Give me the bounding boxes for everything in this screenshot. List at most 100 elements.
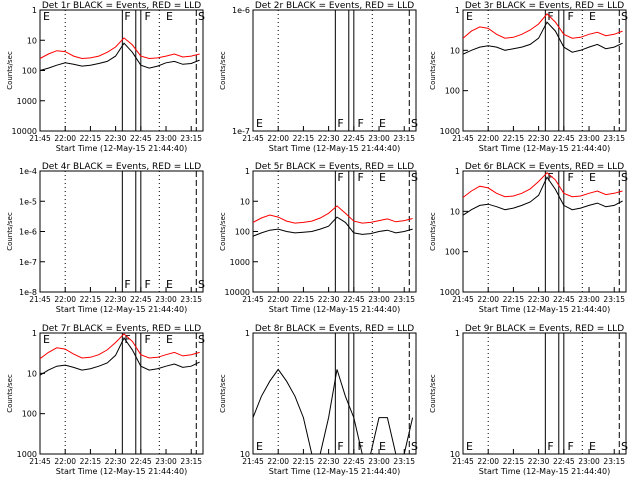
- x-tick-label: 21:45: [242, 457, 264, 466]
- x-tick-label: 22:15: [293, 295, 315, 304]
- y-tick-label: 1000: [440, 288, 460, 297]
- y-tick-label: 10: [450, 46, 460, 55]
- y-axis-label: Counts/sec: [219, 374, 227, 413]
- x-tick-label: 22:30: [105, 457, 127, 466]
- marker-label: F: [337, 117, 343, 130]
- panel-title: Det 2r BLACK = Events, RED = LLD: [255, 1, 414, 11]
- x-axis-label: Start Time (12-May-15 21:44:40): [56, 305, 187, 314]
- y-tick-label: 10: [27, 36, 37, 45]
- marker-label: F: [568, 10, 574, 23]
- x-tick-label: 22:15: [293, 134, 315, 143]
- x-tick-label: 22:30: [528, 457, 550, 466]
- y-tick-label: 1e-6: [232, 6, 250, 15]
- x-axis-label: Start Time (12-May-15 21:44:40): [56, 467, 187, 476]
- x-tick-label: 22:15: [80, 134, 102, 143]
- x-tick-label: 23:00: [155, 134, 177, 143]
- marker-label: E: [589, 440, 596, 453]
- marker-label: S: [621, 10, 628, 23]
- x-tick-label: 22:00: [267, 134, 289, 143]
- marker-label: E: [466, 440, 473, 453]
- x-tick-label: 23:15: [393, 134, 415, 143]
- detector-panel-9: Det 9r BLACK = Events, RED = LLD 1 10 Count…: [429, 324, 628, 476]
- y-tick-label: 100: [235, 228, 250, 237]
- y-tick-label: 1e-8: [19, 288, 37, 297]
- marker-label: S: [198, 278, 205, 291]
- x-tick-label: 23:00: [368, 457, 390, 466]
- events-series-line: [39, 42, 200, 71]
- y-tick-label: 1: [245, 329, 250, 338]
- x-tick-label: 22:30: [528, 295, 550, 304]
- y-axis-label: Counts/sec: [6, 374, 14, 413]
- x-tick-label: 22:45: [130, 457, 152, 466]
- y-tick-label: 1e-6: [19, 228, 37, 237]
- x-tick-label: 23:15: [393, 457, 415, 466]
- y-tick-label: 1: [32, 329, 37, 338]
- x-axis-label: Start Time (12-May-15 21:44:40): [269, 144, 400, 153]
- x-tick-label: 22:30: [105, 134, 127, 143]
- x-tick-label: 22:15: [80, 457, 102, 466]
- x-tick-label: 23:15: [180, 134, 202, 143]
- detector-panel-4: Det 4r BLACK = Events, RED = LLD 1e-4 1e-5…: [6, 162, 205, 314]
- plot-frame: [39, 9, 204, 132]
- lld-series-line: [39, 37, 200, 60]
- marker-label: E: [256, 440, 263, 453]
- x-tick-label: 22:00: [477, 134, 499, 143]
- plot-frame: [252, 9, 417, 132]
- y-tick-label: 100: [22, 67, 37, 76]
- y-tick-label: 10: [450, 450, 460, 459]
- x-tick-label: 22:15: [293, 457, 315, 466]
- x-tick-label: 22:45: [553, 457, 575, 466]
- y-axis-label: Counts/sec: [429, 51, 437, 90]
- x-tick-label: 23:00: [368, 134, 390, 143]
- x-tick-label: 21:45: [29, 295, 51, 304]
- y-axis-label: Counts/sec: [429, 374, 437, 413]
- x-tick-label: 23:15: [393, 295, 415, 304]
- marker-label: E: [43, 333, 50, 346]
- x-axis-label: Start Time (12-May-15 21:44:40): [56, 144, 187, 153]
- x-tick-label: 22:00: [267, 457, 289, 466]
- lld-series-line: [462, 172, 623, 198]
- x-tick-label: 21:45: [452, 457, 474, 466]
- y-tick-label: 1: [455, 6, 460, 15]
- y-tick-label: 10000: [12, 127, 37, 136]
- x-tick-label: 23:15: [603, 134, 625, 143]
- x-tick-label: 21:45: [242, 295, 264, 304]
- x-tick-label: 23:00: [578, 295, 600, 304]
- plot-frame: [462, 170, 627, 293]
- y-tick-label: 1: [245, 167, 250, 176]
- marker-label: F: [547, 440, 553, 453]
- marker-label: F: [358, 117, 364, 130]
- y-tick-label: 10: [450, 207, 460, 216]
- x-tick-label: 22:00: [477, 295, 499, 304]
- x-tick-label: 23:15: [603, 457, 625, 466]
- detector-panel-8: Det 8r BLACK = Events, RED = LLD 1 10 Count…: [219, 324, 418, 476]
- x-tick-label: 23:15: [180, 457, 202, 466]
- marker-label: S: [198, 10, 205, 23]
- marker-label: E: [379, 117, 386, 130]
- marker-label: E: [166, 10, 173, 23]
- x-tick-label: 22:30: [105, 295, 127, 304]
- marker-label: F: [124, 333, 130, 346]
- marker-label: E: [379, 171, 386, 184]
- detector-panel-1: Det 1r BLACK = Events, RED = LLD 1 10 100 10…: [6, 1, 205, 153]
- y-tick-label: 1000: [17, 450, 37, 459]
- plot-frame: [39, 332, 204, 455]
- y-tick-label: 1e-4: [19, 167, 37, 176]
- events-series-line: [39, 337, 200, 376]
- plot-frame: [39, 170, 204, 293]
- x-tick-label: 22:00: [267, 295, 289, 304]
- marker-label: F: [547, 10, 553, 23]
- marker-label: S: [621, 440, 628, 453]
- y-axis-label: Counts/sec: [6, 212, 14, 251]
- x-tick-label: 23:00: [155, 295, 177, 304]
- panel-title: Det 9r BLACK = Events, RED = LLD: [465, 324, 624, 334]
- events-series-line: [462, 176, 623, 216]
- marker-label: E: [166, 333, 173, 346]
- marker-label: E: [589, 171, 596, 184]
- x-tick-label: 22:45: [130, 295, 152, 304]
- x-tick-label: 22:15: [503, 295, 525, 304]
- panel-title: Det 3r BLACK = Events, RED = LLD: [465, 1, 624, 11]
- marker-label: F: [337, 171, 343, 184]
- marker-label: F: [124, 10, 130, 23]
